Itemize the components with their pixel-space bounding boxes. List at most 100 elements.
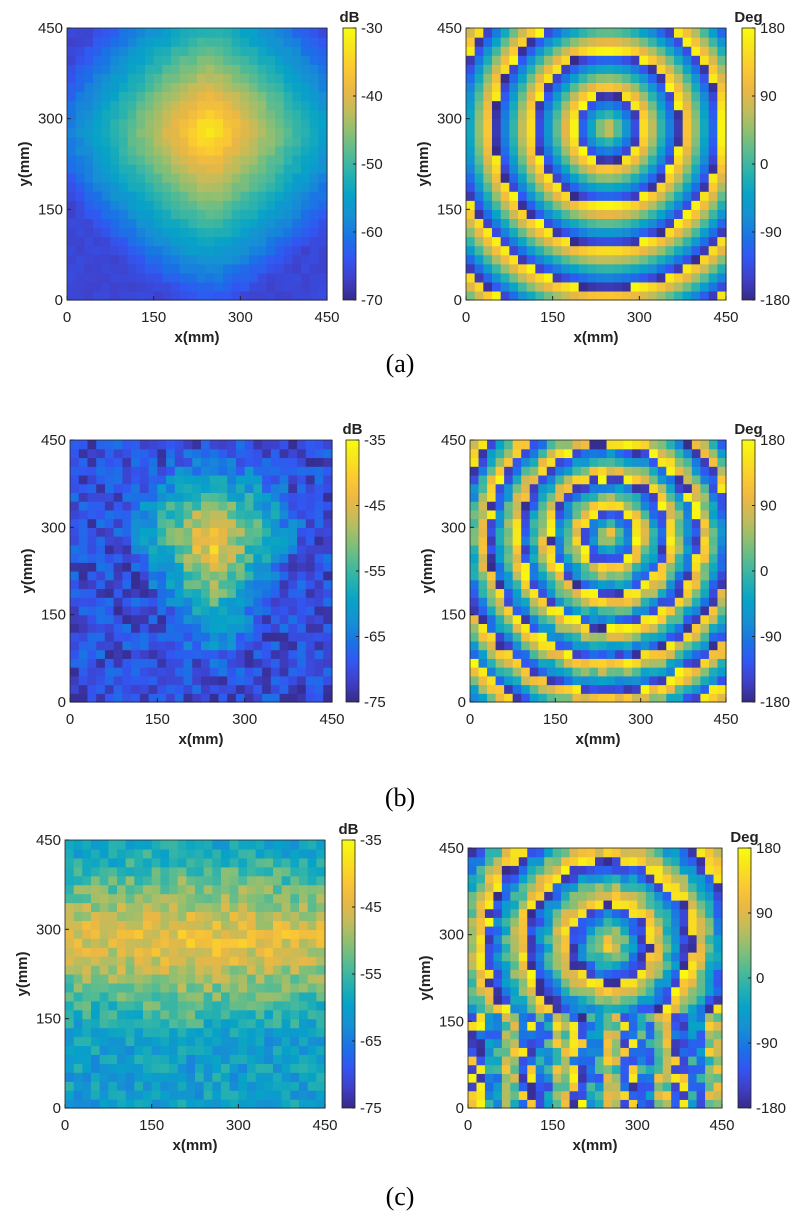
heatmap-cell xyxy=(67,227,77,238)
heatmap-cell xyxy=(99,920,109,930)
heatmap-cell xyxy=(572,649,582,659)
heatmap-cell xyxy=(657,693,667,703)
heatmap-cell xyxy=(84,236,94,247)
heatmap-cell xyxy=(606,440,616,450)
heatmap-cell xyxy=(101,55,111,65)
heatmap-cell xyxy=(177,893,187,904)
heatmap-cell xyxy=(209,440,220,450)
heatmap-cell xyxy=(65,866,75,877)
heatmap-cell xyxy=(82,920,92,930)
heatmap-cell xyxy=(91,1081,101,1091)
heatmap-cell xyxy=(283,245,293,256)
heatmap-cell xyxy=(227,457,237,467)
heatmap-cell xyxy=(91,848,101,859)
heatmap-cell xyxy=(495,597,505,607)
heatmap-cell xyxy=(201,474,211,485)
heatmap-cell xyxy=(244,623,254,633)
heatmap-cell xyxy=(526,28,536,38)
heatmap-cell xyxy=(632,623,642,633)
heatmap-cell xyxy=(157,667,167,677)
heatmap-cell xyxy=(492,254,502,265)
heatmap-cell xyxy=(572,509,582,520)
heatmap-cell xyxy=(598,632,608,642)
heatmap-cell xyxy=(209,693,220,703)
heatmap-cell xyxy=(119,55,129,65)
heatmap-cell xyxy=(649,518,659,528)
heatmap-cell xyxy=(188,164,198,174)
heatmap-cell xyxy=(223,218,233,229)
heatmap-cell xyxy=(483,245,493,256)
heatmap-cell xyxy=(598,693,608,703)
heatmap-cell xyxy=(70,667,80,677)
heatmap-cell xyxy=(521,675,531,686)
heatmap-cell xyxy=(96,466,106,476)
heatmap-cell xyxy=(578,272,588,283)
heatmap-cell xyxy=(679,1038,689,1048)
heatmap-cell xyxy=(169,956,179,966)
heatmap-cell xyxy=(179,164,189,174)
heatmap-cell xyxy=(87,466,97,476)
heatmap-cell xyxy=(134,848,144,859)
heatmap-cell xyxy=(235,483,246,493)
heatmap-cell xyxy=(195,1099,205,1109)
heatmap-cell xyxy=(166,614,176,624)
heatmap-cell xyxy=(93,91,103,102)
heatmap-cell xyxy=(466,236,476,247)
heatmap-cell xyxy=(247,1000,257,1011)
heatmap-cell xyxy=(674,254,684,265)
heatmap-cell xyxy=(177,1054,187,1064)
heatmap-cell xyxy=(253,623,263,633)
heatmap-cell xyxy=(586,1021,596,1031)
heatmap-cell xyxy=(65,848,75,859)
heatmap-cell xyxy=(264,1000,274,1011)
heatmap-cell xyxy=(255,947,265,957)
heatmap-cell xyxy=(316,875,326,886)
heatmap-cell xyxy=(529,474,539,485)
heatmap-cell xyxy=(157,501,167,511)
heatmap-cell xyxy=(227,632,237,642)
heatmap-cell xyxy=(578,254,588,265)
heatmap-cell xyxy=(587,82,597,93)
heatmap-cell xyxy=(665,145,675,156)
heatmap-cell xyxy=(674,290,684,301)
heatmap-cell xyxy=(249,145,259,156)
heatmap-cell xyxy=(257,37,267,47)
heatmap-cell xyxy=(717,236,727,247)
heatmap-cell xyxy=(281,938,291,948)
heatmap-cell xyxy=(666,553,676,563)
heatmap-cell xyxy=(628,1021,638,1031)
heatmap-cell xyxy=(113,466,123,476)
heatmap-cell xyxy=(713,1030,723,1040)
heatmap-cell xyxy=(323,562,333,572)
heatmap-cell xyxy=(148,448,158,459)
heatmap-cell xyxy=(125,1027,135,1038)
heatmap-cell xyxy=(708,605,719,616)
heatmap-cell xyxy=(640,466,650,476)
heatmap-cell xyxy=(529,562,539,572)
heatmap-cell xyxy=(65,911,75,921)
heatmap-cell xyxy=(305,527,316,537)
heatmap-cell xyxy=(223,272,233,283)
heatmap-cell xyxy=(307,875,317,886)
heatmap-cell xyxy=(153,127,163,138)
heatmap-cell xyxy=(235,536,246,546)
heatmap-cell xyxy=(301,64,311,74)
heatmap-cell xyxy=(688,1099,698,1109)
heatmap-cell xyxy=(153,91,163,102)
heatmap-cell xyxy=(555,553,565,563)
heatmap-cell xyxy=(606,571,616,581)
heatmap-cell xyxy=(266,227,276,238)
heatmap-cell xyxy=(169,848,179,859)
heatmap-cell xyxy=(309,100,319,111)
heatmap-cell xyxy=(611,1030,621,1040)
heatmap-cell xyxy=(65,1099,75,1109)
heatmap-cell xyxy=(281,991,291,1002)
heatmap-cell xyxy=(546,501,556,511)
heatmap-cell xyxy=(604,290,614,301)
heatmap-cell xyxy=(218,579,228,590)
heatmap-cell xyxy=(527,1064,537,1074)
heatmap-cell xyxy=(309,46,319,56)
heatmap-cell xyxy=(615,492,625,502)
heatmap-cell xyxy=(171,154,181,165)
heatmap-cell xyxy=(518,1073,528,1083)
